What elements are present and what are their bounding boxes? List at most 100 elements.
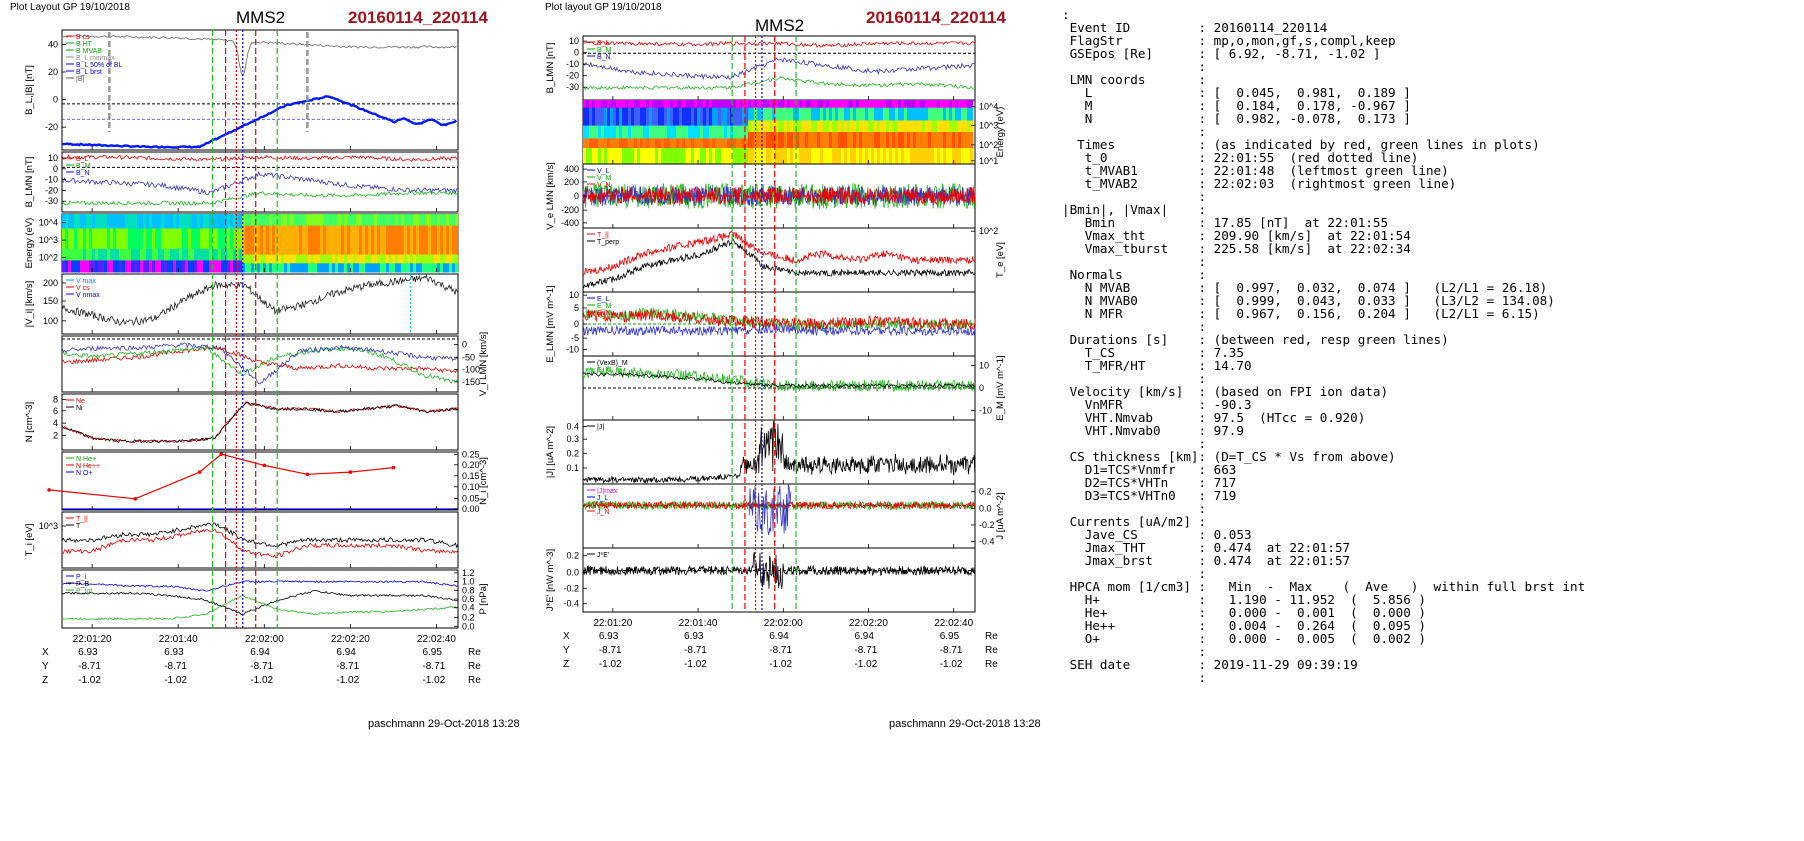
right-spacecraft-title: MMS2 xyxy=(755,16,805,35)
info-line: N MFR : [ 0.967, 0.156, 0.204 ] (L2/L1 =… xyxy=(1062,306,1540,321)
x-tick-label: 22:02:40 xyxy=(934,618,973,629)
spectrogram-cell xyxy=(305,225,309,256)
spectrogram-cell xyxy=(341,254,345,264)
spectrogram-cell xyxy=(835,100,839,109)
y-tick-label: 0 xyxy=(462,339,467,349)
ephemeris-unit: Re xyxy=(468,647,481,658)
spectrogram-cell xyxy=(359,214,363,227)
spectrogram-cell xyxy=(347,214,351,227)
info-line: : xyxy=(1062,566,1207,581)
spectrogram-cell xyxy=(643,148,647,165)
spectrogram-cell xyxy=(871,100,875,109)
spectrogram-cell xyxy=(865,132,869,149)
spectrogram-cell xyxy=(682,107,686,127)
spectrogram-cell xyxy=(92,228,96,250)
spectrogram-cell xyxy=(730,138,734,149)
spectrogram-cell xyxy=(967,100,971,109)
spectrogram-cell xyxy=(901,132,905,149)
spectrogram-cell xyxy=(395,214,399,227)
spectrogram-cell xyxy=(233,214,237,229)
spectrogram-cell xyxy=(688,138,692,149)
legend-label: |J|max xyxy=(597,488,618,495)
spectrogram-cell xyxy=(437,254,441,264)
spectrogram-cell xyxy=(425,225,429,256)
ephemeris-value: 6.93 xyxy=(598,631,619,642)
spectrogram-cell xyxy=(248,214,252,227)
spectrogram-cell xyxy=(107,260,111,273)
spectrogram-cell xyxy=(919,132,923,149)
info-line: : xyxy=(1062,124,1207,139)
series-line-je xyxy=(582,551,976,589)
spectrogram-cell xyxy=(233,260,237,273)
info-line: : xyxy=(1062,7,1070,22)
spectrogram-cell xyxy=(838,148,842,165)
legend-label: B_L xyxy=(76,156,89,163)
spectrogram-cell xyxy=(392,225,396,256)
series-line-te-perp xyxy=(582,237,976,289)
spectrogram-cell xyxy=(691,138,695,149)
spectrogram-cell xyxy=(784,100,788,109)
spectrogram-cell xyxy=(371,254,375,264)
spectrogram-cell xyxy=(649,138,653,149)
series-line-pb xyxy=(61,590,459,616)
spectrogram-cell xyxy=(302,214,306,227)
data-point-he-pp xyxy=(348,470,353,474)
spectrogram-cell xyxy=(299,254,303,264)
spectrogram-cell xyxy=(95,228,99,250)
spectrogram-cell xyxy=(721,107,725,127)
spectrogram-cell xyxy=(329,254,333,264)
spectrogram-cell xyxy=(221,248,225,261)
spectrogram-cell xyxy=(203,214,207,229)
spectrogram-cell xyxy=(955,120,959,133)
spectrogram-cell xyxy=(709,107,713,127)
spectrogram-cell xyxy=(86,260,90,273)
spectrogram-cell xyxy=(604,100,608,109)
spectrogram-cell xyxy=(395,225,399,256)
spectrogram-cell xyxy=(134,228,138,250)
spectrogram-cell xyxy=(685,107,689,127)
spectrogram-cell xyxy=(925,107,929,121)
ephemeris-row-label: Y xyxy=(42,661,49,672)
spectrogram-cell xyxy=(122,214,126,229)
info-line: VHT.Nmvab0 : 97.9 xyxy=(1062,423,1244,438)
spectrogram-cell xyxy=(958,148,962,165)
spectrogram-cell xyxy=(904,100,908,109)
spectrogram-cell xyxy=(898,132,902,149)
spectrogram-cell xyxy=(191,214,195,229)
spectrogram-cell xyxy=(826,148,830,165)
spectrogram-cell xyxy=(871,107,875,121)
data-point-he-pp xyxy=(305,472,310,477)
spectrogram-cell xyxy=(287,254,291,264)
ephemeris-value: -1.02 xyxy=(854,659,878,670)
spectrogram-cell xyxy=(799,120,803,133)
spectrogram-cell xyxy=(359,263,363,273)
y-tick-label: -10 xyxy=(979,405,992,415)
spectrogram-cell xyxy=(416,214,420,227)
y-axis-label: Energy (eV) xyxy=(24,218,35,269)
spectrogram-cell xyxy=(125,214,129,229)
spectrogram-cell xyxy=(904,132,908,149)
info-line: t_MVAB1 : 22:01:48 (leftmost green line) xyxy=(1062,163,1449,178)
spectrogram-cell xyxy=(670,138,674,149)
spectrogram-cell xyxy=(71,214,75,229)
spectrogram-cell xyxy=(859,132,863,149)
spectrogram-cell xyxy=(667,125,671,139)
spectrogram-cell xyxy=(227,248,231,261)
spectrogram-cell xyxy=(203,248,207,261)
spectrogram-cell xyxy=(784,132,788,149)
series-line-em xyxy=(582,366,976,393)
spectrogram-cell xyxy=(937,120,941,133)
spectrogram-cell xyxy=(637,148,641,165)
spectrogram-cell xyxy=(808,120,812,133)
spectrogram-cell xyxy=(83,214,87,229)
spectrogram-cell xyxy=(248,254,252,264)
spectrogram-cell xyxy=(422,214,426,227)
spectrogram-cell xyxy=(335,214,339,227)
spectrogram-cell xyxy=(664,138,668,149)
spectrogram-cell xyxy=(598,125,602,139)
spectrogram-cell xyxy=(856,120,860,133)
spectrogram-cell xyxy=(658,125,662,139)
spectrogram-cell xyxy=(775,132,779,149)
spectrogram-cell xyxy=(218,214,222,229)
